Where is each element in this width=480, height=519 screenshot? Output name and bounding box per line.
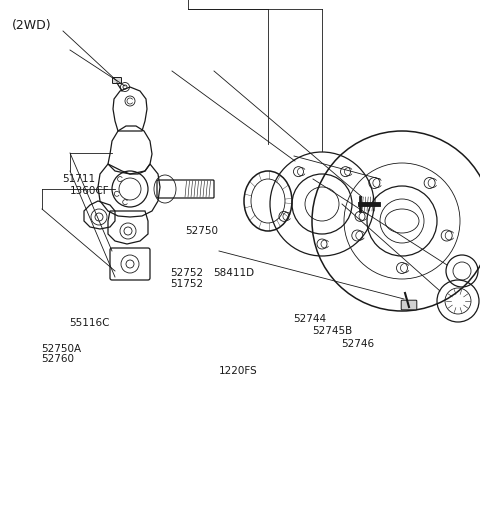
Text: 52750A: 52750A (41, 344, 81, 354)
Text: 52760: 52760 (41, 354, 74, 364)
Text: 51752: 51752 (170, 279, 204, 289)
Text: 52750: 52750 (185, 226, 218, 236)
Text: 52746: 52746 (341, 339, 374, 349)
Text: 58411D: 58411D (214, 268, 255, 278)
Text: 51711: 51711 (62, 174, 96, 184)
FancyBboxPatch shape (112, 77, 121, 84)
Text: 55116C: 55116C (70, 318, 110, 328)
Text: 1360CF: 1360CF (70, 186, 109, 196)
FancyBboxPatch shape (401, 300, 417, 310)
Text: 52744: 52744 (293, 315, 326, 324)
Text: 1220FS: 1220FS (218, 366, 257, 376)
Text: (2WD): (2WD) (12, 19, 52, 32)
Text: 52745B: 52745B (312, 326, 352, 336)
Text: 52752: 52752 (170, 268, 204, 278)
